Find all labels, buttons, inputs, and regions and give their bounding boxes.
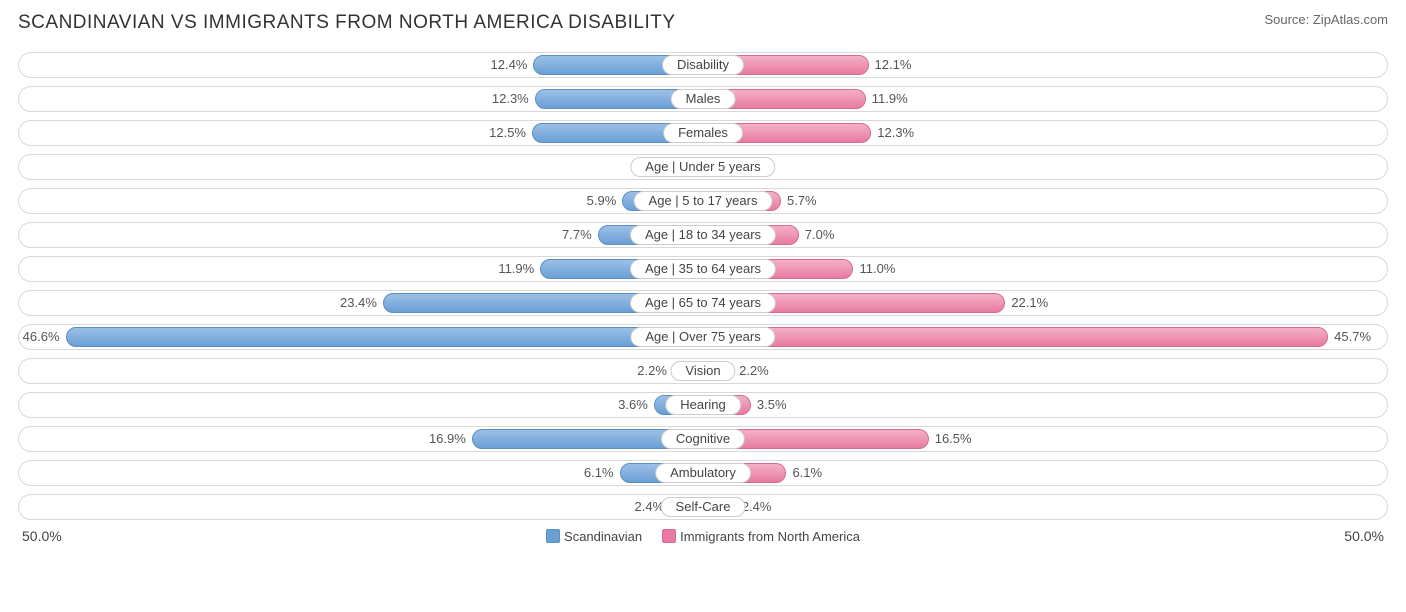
chart-row: 5.9% 5.7% Age | 5 to 17 years [18,188,1388,214]
row-label: Age | Under 5 years [630,157,775,177]
chart-row: 1.5%1.4%Age | Under 5 years [18,154,1388,180]
value-left: 3.6% [618,397,648,412]
chart-row: 16.9% 16.5% Cognitive [18,426,1388,452]
value-left: 46.6% [23,329,60,344]
row-label: Ambulatory [655,463,751,483]
row-label: Age | 35 to 64 years [630,259,776,279]
axis-max-right: 50.0% [1344,528,1384,544]
value-right: 12.3% [877,125,914,140]
row-label: Cognitive [661,429,745,449]
chart-row: 12.4% 12.1% Disability [18,52,1388,78]
chart-row: 12.3% 11.9% Males [18,86,1388,112]
value-right: 7.0% [805,227,835,242]
value-left: 6.1% [584,465,614,480]
chart-row: 11.9% 11.0% Age | 35 to 64 years [18,256,1388,282]
value-right: 3.5% [757,397,787,412]
row-label: Self-Care [661,497,746,517]
row-label: Females [663,123,743,143]
value-right: 12.1% [875,57,912,72]
chart-source: Source: ZipAtlas.com [1264,12,1388,27]
value-left: 2.2% [637,363,667,378]
row-label: Males [671,89,736,109]
chart-row: 23.4% 22.1% Age | 65 to 74 years [18,290,1388,316]
value-right: 11.0% [859,261,895,276]
row-label: Hearing [665,395,741,415]
value-left: 12.3% [492,91,529,106]
chart-title: SCANDINAVIAN VS IMMIGRANTS FROM NORTH AM… [18,12,676,34]
chart-row: 6.1% 6.1% Ambulatory [18,460,1388,486]
value-left: 12.5% [489,125,526,140]
chart-row: 12.5% 12.3% Females [18,120,1388,146]
value-left: 23.4% [340,295,377,310]
row-label: Age | Over 75 years [630,327,775,347]
chart-row: 3.6% 3.5% Hearing [18,392,1388,418]
bar-right [703,327,1328,347]
row-label: Disability [662,55,744,75]
value-right: 2.4% [742,499,772,514]
chart-header: SCANDINAVIAN VS IMMIGRANTS FROM NORTH AM… [18,12,1388,34]
diverging-bar-chart: 12.4% 12.1% Disability 12.3% 11.9% Males 12.5%… [18,52,1388,520]
value-left: 16.9% [429,431,466,446]
legend: Scandinavian Immigrants from North Ameri… [546,529,860,544]
chart-footer: 50.0% Scandinavian Immigrants from North… [18,528,1388,544]
legend-item-right: Immigrants from North America [662,529,860,544]
chart-row: 2.4%2.4%Self-Care [18,494,1388,520]
row-label: Age | 5 to 17 years [634,191,773,211]
value-left: 11.9% [498,261,534,276]
value-right: 22.1% [1011,295,1048,310]
legend-swatch-right [662,529,676,543]
chart-row: 46.6% 45.7% Age | Over 75 years [18,324,1388,350]
value-right: 45.7% [1334,329,1371,344]
chart-row: 2.2%2.2%Vision [18,358,1388,384]
row-label: Age | 18 to 34 years [630,225,776,245]
value-right: 11.9% [872,91,908,106]
axis-max-left: 50.0% [22,528,62,544]
value-left: 5.9% [587,193,617,208]
value-right: 5.7% [787,193,817,208]
bar-left [66,327,703,347]
value-left: 7.7% [562,227,592,242]
value-left: 12.4% [491,57,528,72]
value-right: 16.5% [935,431,972,446]
legend-item-left: Scandinavian [546,529,642,544]
row-label: Vision [670,361,735,381]
legend-label-left: Scandinavian [564,529,642,544]
chart-row: 7.7% 7.0% Age | 18 to 34 years [18,222,1388,248]
value-right: 2.2% [739,363,769,378]
value-right: 6.1% [792,465,822,480]
legend-label-right: Immigrants from North America [680,529,860,544]
legend-swatch-left [546,529,560,543]
row-label: Age | 65 to 74 years [630,293,776,313]
